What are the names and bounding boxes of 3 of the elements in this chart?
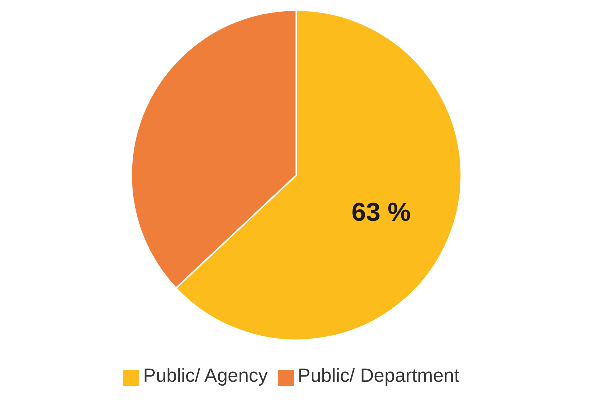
data-label: 63 % xyxy=(352,197,412,228)
legend-label: Public/ Agency xyxy=(143,366,268,387)
legend-label: Public/ Department xyxy=(298,366,460,387)
